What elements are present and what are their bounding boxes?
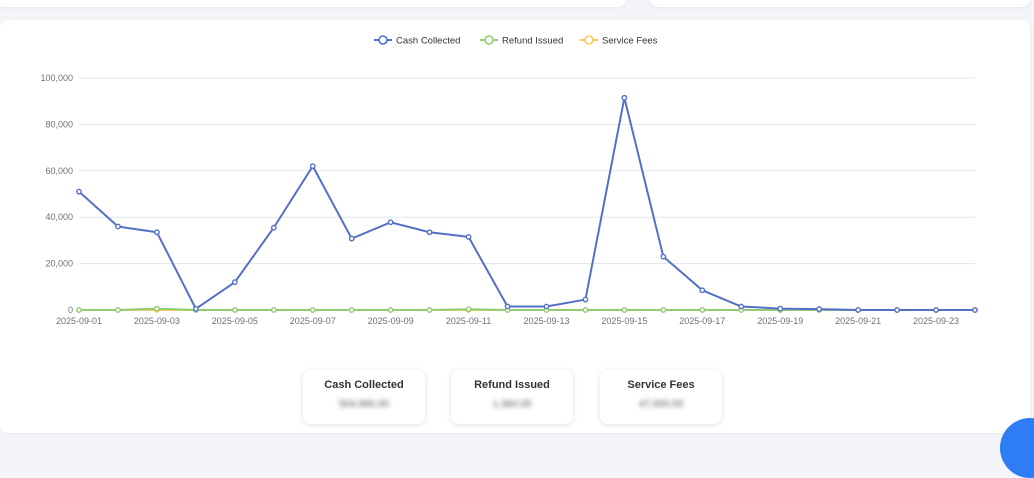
chart-series bbox=[76, 94, 978, 313]
y-axis-ticks: 0 20,000 40,000 60,000 80,000 100,000 bbox=[40, 73, 73, 315]
chart-legend: Cash Collected Refund Issued Service Fees bbox=[374, 35, 658, 47]
chart-panel bbox=[0, 20, 1030, 433]
data-point-cash-collected bbox=[76, 188, 82, 195]
x-tick-label: 2025-09-07 bbox=[290, 316, 336, 326]
x-tick-label: 2025-09-23 bbox=[913, 316, 959, 326]
legend-label-service-fees: Service Fees bbox=[602, 36, 658, 47]
data-point-cash-collected bbox=[894, 307, 900, 313]
data-point-refund-issued bbox=[154, 305, 160, 312]
data-point-cash-collected bbox=[738, 303, 745, 310]
x-tick-label: 2025-09-05 bbox=[212, 316, 258, 326]
x-tick-label: 2025-09-15 bbox=[601, 316, 647, 326]
summary-card-cash-collected: Cash Collected 504,966.00 bbox=[303, 370, 425, 424]
data-point-cash-collected bbox=[972, 307, 978, 313]
data-point-cash-collected bbox=[115, 223, 121, 230]
line-chart: Cash Collected Refund Issued Service Fees … bbox=[40, 35, 978, 326]
legend-label-refund-issued: Refund Issued bbox=[502, 36, 563, 47]
x-tick-label: 2025-09-11 bbox=[446, 316, 491, 326]
data-point-cash-collected bbox=[426, 229, 433, 236]
summary-card-service-fees: Service Fees 47,000.00 bbox=[600, 370, 722, 424]
chart-grid bbox=[79, 77, 975, 311]
y-tick-label: 0 bbox=[68, 305, 73, 315]
x-tick-label: 2025-09-17 bbox=[679, 316, 725, 326]
data-point-cash-collected bbox=[855, 307, 862, 313]
legend-marker-service-fees bbox=[584, 35, 594, 45]
summary-title: Cash Collected bbox=[324, 379, 404, 391]
data-point-refund-issued bbox=[270, 307, 277, 313]
y-tick-label: 80,000 bbox=[45, 119, 73, 129]
y-tick-label: 40,000 bbox=[45, 212, 73, 222]
data-point-cash-collected bbox=[387, 219, 394, 226]
x-tick-label: 2025-09-01 bbox=[56, 316, 102, 326]
legend-marker-cash-collected bbox=[378, 35, 388, 45]
x-tick-label: 2025-09-03 bbox=[134, 316, 180, 326]
data-point-refund-issued bbox=[621, 307, 628, 313]
data-point-refund-issued bbox=[76, 307, 82, 313]
data-point-refund-issued bbox=[426, 307, 433, 313]
data-point-refund-issued bbox=[115, 307, 121, 313]
data-point-cash-collected bbox=[816, 306, 823, 312]
top-card-right bbox=[650, 0, 1030, 7]
data-point-cash-collected bbox=[660, 253, 667, 260]
y-tick-label: 20,000 bbox=[45, 259, 73, 269]
data-point-refund-issued bbox=[387, 307, 394, 313]
x-tick-label: 2025-09-09 bbox=[368, 316, 414, 326]
summary-card-refund-issued: Refund Issued 1,384.00 bbox=[451, 370, 573, 424]
data-point-refund-issued bbox=[660, 307, 667, 313]
summary-title: Refund Issued bbox=[474, 379, 550, 391]
data-point-refund-issued bbox=[582, 307, 589, 313]
x-tick-label: 2025-09-19 bbox=[757, 316, 803, 326]
legend-label-cash-collected: Cash Collected bbox=[396, 36, 460, 47]
data-point-refund-issued bbox=[309, 307, 316, 313]
summary-value: 504,966.00 bbox=[338, 399, 390, 410]
data-point-refund-issued bbox=[348, 307, 355, 313]
y-tick-label: 60,000 bbox=[45, 166, 73, 176]
data-point-cash-collected bbox=[621, 94, 628, 101]
data-point-refund-issued bbox=[231, 307, 238, 313]
data-point-cash-collected bbox=[933, 307, 939, 313]
data-point-cash-collected bbox=[309, 163, 316, 170]
data-point-cash-collected bbox=[465, 234, 472, 240]
data-point-cash-collected bbox=[543, 303, 550, 310]
data-point-cash-collected bbox=[504, 303, 511, 310]
x-tick-label: 2025-09-21 bbox=[835, 316, 881, 326]
data-point-cash-collected bbox=[777, 305, 784, 312]
data-point-cash-collected bbox=[231, 279, 238, 286]
x-tick-label: 2025-09-13 bbox=[523, 316, 569, 326]
series-line-cash-collected bbox=[78, 96, 975, 311]
y-tick-label: 100,000 bbox=[40, 73, 73, 83]
summary-value: 1,384.00 bbox=[492, 399, 532, 410]
summary-title: Service Fees bbox=[627, 379, 695, 391]
data-point-cash-collected bbox=[154, 229, 160, 236]
data-point-cash-collected bbox=[192, 305, 199, 312]
data-point-cash-collected bbox=[582, 296, 589, 303]
top-card-left bbox=[0, 0, 626, 7]
data-point-cash-collected bbox=[348, 235, 355, 242]
summary-value: 47,000.00 bbox=[638, 399, 684, 410]
data-point-cash-collected bbox=[270, 224, 277, 231]
x-axis-ticks: 2025-09-01 2025-09-03 2025-09-05 2025-09-07… bbox=[56, 316, 959, 326]
data-point-refund-issued bbox=[699, 307, 706, 313]
data-point-cash-collected bbox=[699, 287, 706, 294]
legend-marker-refund-issued bbox=[484, 35, 494, 45]
data-point-refund-issued bbox=[465, 306, 472, 313]
